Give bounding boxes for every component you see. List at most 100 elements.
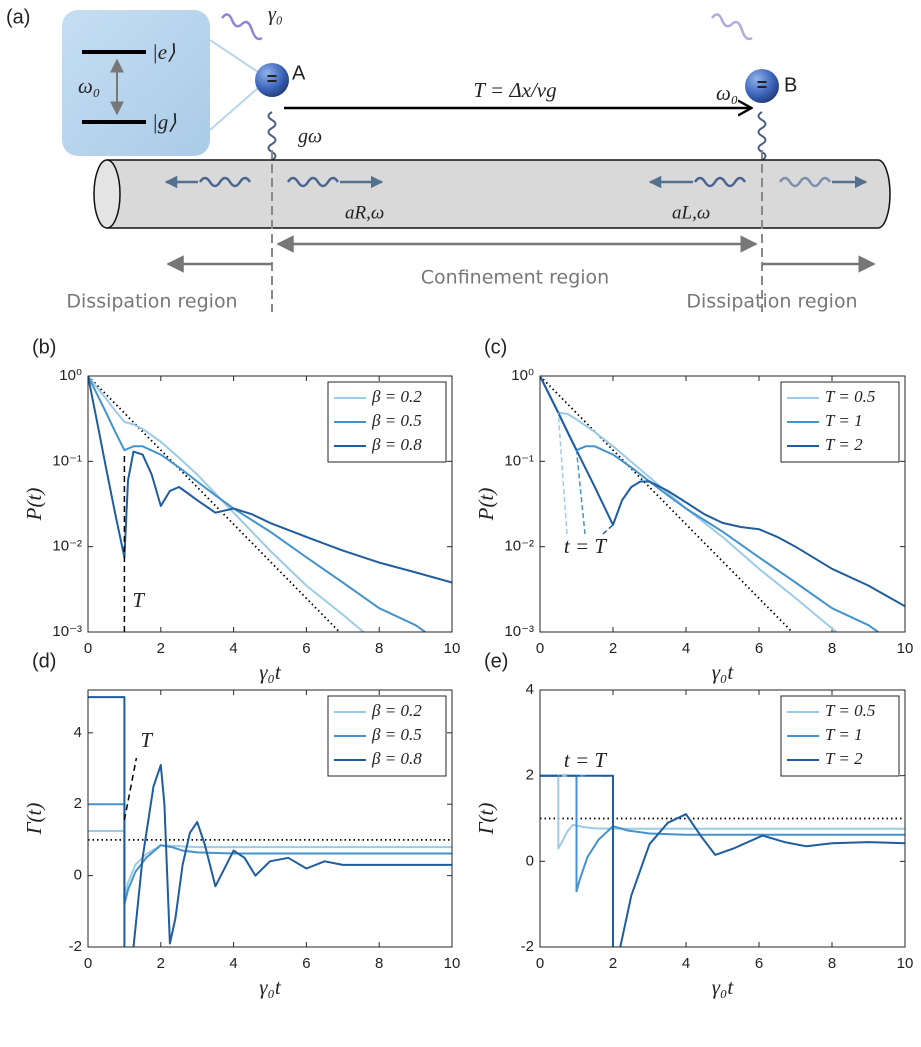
x-tick-label: 4 <box>682 955 690 972</box>
series-line <box>88 696 452 947</box>
legend-label: β = 0.2 <box>371 701 422 720</box>
delay-label: T = Δx/vg <box>473 78 556 102</box>
confinement-label: Confinement region <box>421 267 609 289</box>
curves <box>88 696 452 947</box>
curves <box>540 774 905 947</box>
photon-wave <box>198 176 252 188</box>
legend-label: β = 0.8 <box>371 749 422 768</box>
annotation-line <box>557 412 568 535</box>
x-tick-label: 0 <box>84 640 92 657</box>
series-line <box>88 376 366 632</box>
legend-label: β = 0.8 <box>371 435 422 454</box>
x-tick-label: 10 <box>897 640 914 657</box>
y-tick-label: 2 <box>74 795 82 812</box>
x-tick-label: 10 <box>444 640 461 657</box>
x-tick-label: 2 <box>609 955 617 972</box>
y-axis-label: P(t) <box>22 488 46 522</box>
panel-label: (b) <box>32 336 56 358</box>
y-tick-label: 10⁻³ <box>504 623 534 640</box>
legend-label: T = 2 <box>825 749 863 768</box>
curves <box>540 376 905 632</box>
waveguide <box>107 159 891 229</box>
series-line <box>540 774 905 850</box>
photon-wave <box>778 176 832 188</box>
legend-label: T = 0.5 <box>825 701 875 720</box>
y-axis-label: Γ(t) <box>474 803 498 836</box>
chart: 0 2 4 6 8 10 10⁻³ 10⁻² 10⁻¹ 10⁰ Tβ = 0.2 β = 0.5 β =… <box>22 336 461 684</box>
annotation-line <box>123 757 138 821</box>
legend-label: β = 0.5 <box>371 725 422 744</box>
y-tick-label: 0 <box>74 867 82 884</box>
y-tick-label: 10⁰ <box>59 367 82 384</box>
annotation-line <box>602 524 614 535</box>
atom-a-label: A <box>292 62 306 84</box>
atom-box <box>62 10 210 156</box>
transition-label: ω₀ <box>78 74 100 98</box>
dissipation-label: Dissipation region <box>66 291 237 313</box>
series-line <box>540 774 905 893</box>
series-line <box>540 774 905 947</box>
x-axis-label: γ₀t <box>712 660 735 684</box>
y-tick-label: 4 <box>526 681 534 698</box>
y-tick-label: 2 <box>526 767 534 784</box>
diagram: (a) ω₀ |e⟩ |g⟩ γ₀ = A = B ω₀ T = Δx/vg g… <box>6 4 891 313</box>
plot-frame <box>539 689 906 948</box>
photon-wave <box>693 176 747 188</box>
annotation: t = T <box>564 748 608 772</box>
y-tick-label: 0 <box>526 852 534 869</box>
y-tick-label: -2 <box>521 938 534 955</box>
coupling-label: gω <box>298 126 322 148</box>
y-tick-label: 4 <box>74 724 82 741</box>
emission-wave <box>221 13 263 41</box>
x-axis-label: γ₀t <box>712 975 735 999</box>
series-line <box>540 376 838 632</box>
legend-label: T = 1 <box>825 411 863 430</box>
plot-frame <box>87 375 453 633</box>
x-axis-label: γ₀t <box>259 975 282 999</box>
ground-label: |g⟩ <box>152 110 176 134</box>
x-tick-label: 8 <box>828 955 836 972</box>
atom-symbol: = <box>267 69 278 89</box>
x-tick-label: 10 <box>444 955 461 972</box>
dissipation-label: Dissipation region <box>686 291 857 313</box>
y-tick-label: 10⁻¹ <box>504 452 534 469</box>
atom-symbol: = <box>757 75 768 95</box>
x-tick-label: 2 <box>157 640 165 657</box>
y-tick-label: -2 <box>69 938 82 955</box>
series-line <box>88 803 452 906</box>
x-tick-label: 4 <box>682 640 690 657</box>
y-axis-label: Γ(t) <box>22 803 46 836</box>
x-tick-label: 4 <box>229 955 237 972</box>
y-tick-label: 10⁻² <box>504 538 534 555</box>
atom-b <box>745 69 779 103</box>
y-tick-label: 10⁻² <box>52 538 82 555</box>
x-tick-label: 6 <box>302 955 310 972</box>
panel-label: (c) <box>484 336 507 358</box>
y-axis-label: P(t) <box>474 488 498 522</box>
decay-label: γ₀ <box>268 4 283 26</box>
atom-b-label: B <box>784 74 797 96</box>
x-tick-label: 10 <box>897 955 914 972</box>
x-tick-label: 6 <box>302 640 310 657</box>
zoom-lines <box>209 39 259 131</box>
series-line <box>88 376 452 584</box>
waveguide-end <box>93 159 121 229</box>
legend-label: β = 0.5 <box>371 411 422 430</box>
y-tick-label: 10⁰ <box>511 367 534 384</box>
series-line <box>540 376 905 608</box>
x-tick-label: 8 <box>828 640 836 657</box>
atom-b-frequency: ω₀ <box>716 81 738 105</box>
series-line <box>88 376 427 632</box>
atom-a <box>255 63 289 97</box>
x-tick-label: 0 <box>84 955 92 972</box>
x-tick-label: 2 <box>609 640 617 657</box>
annotation: t = T <box>564 534 608 558</box>
legend-label: T = 2 <box>825 435 863 454</box>
x-tick-label: 8 <box>375 955 383 972</box>
x-tick-label: 6 <box>755 955 763 972</box>
annotation-line <box>575 450 586 535</box>
panel-label: (e) <box>484 650 508 672</box>
x-tick-label: 6 <box>755 640 763 657</box>
